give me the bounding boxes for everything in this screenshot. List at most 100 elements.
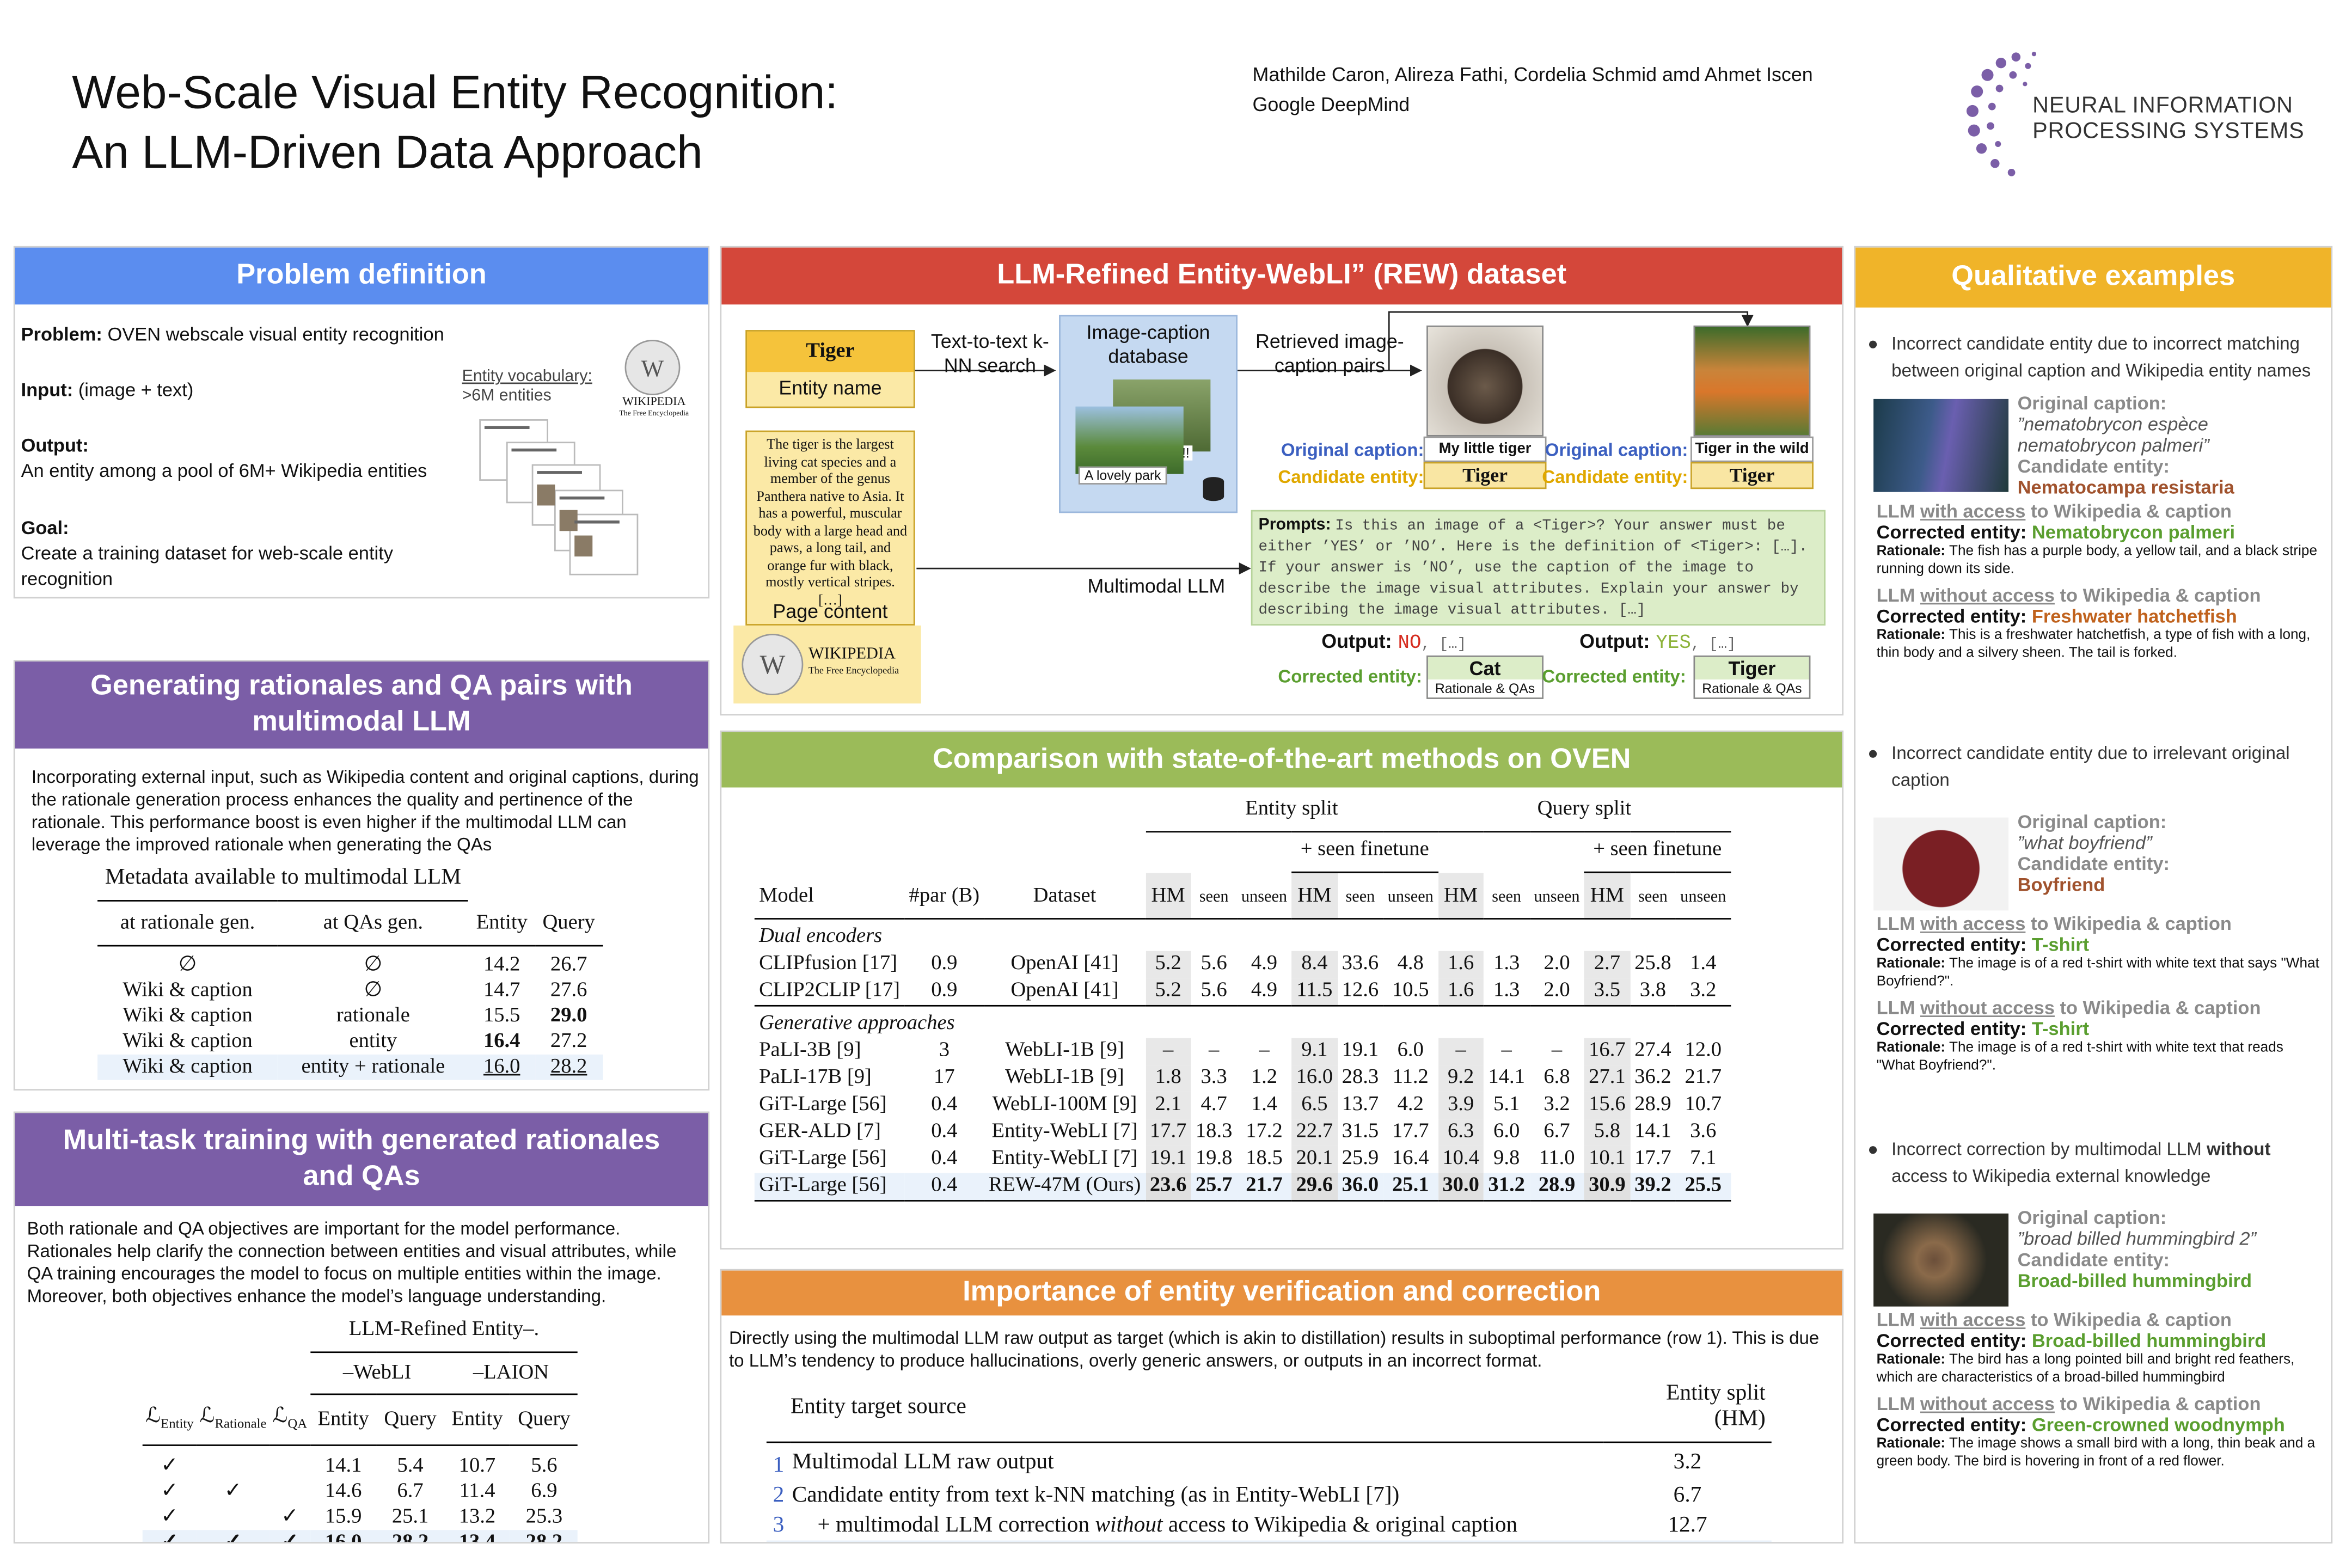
cell: rationale — [336, 1004, 410, 1028]
title-line: Web-Scale Visual Entity Recognition: — [72, 66, 838, 119]
column-header: unseen — [1387, 888, 1434, 906]
cell: 1.8 — [1145, 1065, 1191, 1092]
cell: 28.3 — [1342, 1066, 1379, 1089]
row-number: 4 — [767, 1540, 791, 1542]
table: Metadata available to multimodal LLM at r… — [97, 865, 603, 1080]
cell: 27.4 — [1634, 1039, 1671, 1062]
table-row: PaLI-3B [9] 3 WebLI-1B [9] – – –9.1 19.1 6.0– – –… — [755, 1038, 1731, 1065]
cell: 6.7 — [1543, 1120, 1570, 1143]
caption-block: Original caption: ”broad billed hummingbi… — [2018, 1208, 2318, 1307]
loss-symbol: ℒ — [272, 1405, 288, 1428]
cell: 17.2 — [1246, 1120, 1283, 1143]
original-caption: ”what boyfriend” — [2017, 832, 2152, 854]
example-image — [1873, 817, 2009, 911]
column-header: HM — [1291, 872, 1338, 919]
corrected-label: Corrected entity: — [1876, 934, 2027, 955]
db-caption: A lovely park — [1078, 466, 1167, 485]
column-header: HM — [1438, 872, 1484, 919]
rationale-qas: Rationale & QAs — [1428, 679, 1542, 698]
spacer — [535, 866, 603, 901]
column-header: Entity split (HM) — [1666, 1381, 1766, 1431]
rationale-text: The bird has a long pointed bill and bri… — [1876, 1351, 2295, 1386]
vocab-count: >6M entities — [462, 387, 552, 405]
loss-sub: Rationale — [215, 1414, 267, 1430]
table-row: ✓ 14.1 5.4 10.7 5.6 — [143, 1445, 578, 1479]
bullet-text: Incorrect candidate entity due to irrele… — [1891, 742, 2290, 791]
cell: 14.7 — [483, 979, 520, 1002]
table-row: ✓ ✓ 15.9 25.1 13.2 25.3 — [143, 1505, 578, 1530]
column-header: Entity — [476, 911, 528, 934]
llm-label: LLM — [1876, 997, 1915, 1019]
caption-block: Original caption: ”nematobrycon espèce ne… — [2018, 393, 2318, 498]
cell: 5.6 — [1200, 979, 1227, 1002]
cell: 17.7 — [1145, 1119, 1191, 1146]
cell: 2.0 — [1543, 979, 1570, 1002]
cell: ∅ — [178, 954, 197, 977]
rationale-text: The image is of a red t-shirt with white… — [1876, 1039, 2283, 1074]
spacer — [1438, 832, 1584, 872]
example-image — [1873, 1213, 2009, 1307]
cell: 28.2 — [550, 1056, 587, 1079]
table-row: ✓ ✓ ✓ 16.0 28.2 13.4 28.2 — [142, 1530, 578, 1542]
corrected-box: Cat Rationale & QAs — [1426, 655, 1543, 699]
cell: 25.1 — [1383, 1173, 1438, 1201]
cell — [270, 1445, 310, 1479]
corrected-entity: T-shirt — [2031, 1018, 2090, 1040]
wiki-name: WIKIPEDIA — [808, 645, 896, 663]
corrected-label: Corrected entity: — [1876, 522, 2027, 543]
llm-block: LLM with access to Wikipedia & caption Co… — [1855, 910, 2331, 994]
access-label: without access — [1920, 585, 2055, 607]
cell: – — [1551, 1039, 1563, 1062]
cell: 12.6 — [1342, 979, 1379, 1002]
row-number: 3 — [773, 1512, 785, 1537]
spacer — [143, 1352, 310, 1394]
rationale: Rationale: The image is of a red t-shirt… — [1877, 1039, 2322, 1075]
prompt-text: Is this an image of a <Tiger>? Your answ… — [1258, 519, 1808, 620]
access-rest: to Wikipedia & caption — [2060, 1393, 2261, 1415]
cell: 3 — [939, 1039, 950, 1062]
cell: Entity-WebLI [7] — [991, 1120, 1138, 1143]
rationale-qas: Rationale & QAs — [1695, 679, 1809, 698]
rationale: Rationale: The image shows a small bird … — [1877, 1436, 2322, 1472]
cell: 11.5 — [1291, 978, 1338, 1006]
cell: 21.7 — [1685, 1066, 1722, 1089]
original-caption: ”nematobrycon espèce nematobrycon palmer… — [2017, 414, 2209, 456]
rationale-text: This is a freshwater hatchetfish, a type… — [1876, 627, 2311, 661]
cell: WebLI-100M [9] — [992, 1093, 1137, 1116]
authors-block: Mathilde Caron, Alireza Fathi, Cordelia … — [1253, 60, 1813, 120]
panel-header: Importance of entity verification and co… — [721, 1270, 1842, 1316]
entity-cards — [479, 419, 639, 575]
loss-header: ℒEntity — [143, 1394, 197, 1445]
section-name: Generative approaches — [759, 1012, 955, 1036]
vocab-label: Entity vocabulary: — [462, 367, 592, 386]
cell: 6.5 — [1291, 1092, 1338, 1119]
example: ● Incorrect candidate entity due to irrel… — [1855, 739, 2331, 1079]
table-wrap: Entity target source Entity split (HM) 1 Mu… — [766, 1379, 1772, 1542]
corrected-label: Corrected entity: — [1876, 1414, 2027, 1436]
table-row: Wiki & caption entity 16.4 27.2 — [97, 1029, 603, 1055]
rew-panel: LLM-Refined Entity-WebLI” (REW) dataset … — [720, 246, 1844, 716]
rationale: Rationale: The bird has a long pointed b… — [1877, 1351, 2322, 1387]
bullet-text: without — [2206, 1138, 2271, 1160]
cell: 3.5 — [1584, 978, 1630, 1006]
candidate-entity: Boyfriend — [2017, 874, 2105, 896]
table-row: GiT-Large [56] 0.4 REW-47M (Ours) 23.6 25.7 2… — [754, 1173, 1731, 1201]
llm-heading: LLM with access to Wikipedia & caption — [1877, 501, 2322, 522]
table-row: 1 Multimodal LLM raw output 3.2 — [767, 1442, 1772, 1480]
llm-label: LLM — [1876, 913, 1915, 935]
item-label: Problem: — [21, 324, 102, 345]
cell: 14.6 — [324, 1481, 362, 1504]
metric-header: Entity — [317, 1408, 369, 1431]
spacer — [143, 1317, 310, 1352]
cell: entity + rationale — [301, 1056, 445, 1079]
cell: 6.8 — [1543, 1066, 1570, 1089]
bullet: ● Incorrect candidate entity due to irrel… — [1855, 739, 2331, 793]
rationale: Rationale: The fish has a purple body, a… — [1877, 543, 2322, 579]
cell — [197, 1505, 270, 1530]
rationale-label: Rationale: — [1876, 627, 1946, 644]
candidate-label: Candidate entity: — [2017, 1249, 2170, 1271]
table-wrap: LLM-Refined Entity–. –WebLI –LAION ℒEntity ℒ… — [142, 1317, 578, 1542]
corrected-entity: T-shirt — [2031, 934, 2090, 955]
cell: 4.2 — [1397, 1093, 1424, 1116]
metric-header: Query — [518, 1408, 571, 1431]
